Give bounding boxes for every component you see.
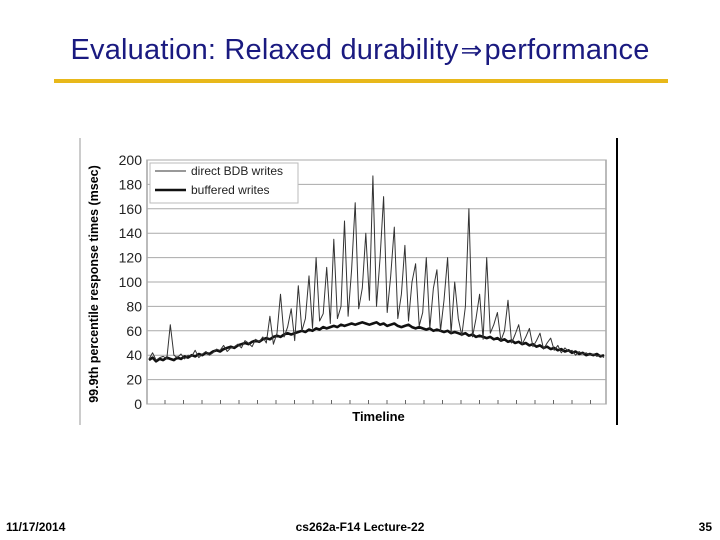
slide-title-text-end: performance — [484, 34, 650, 66]
y-tick-label: 100 — [119, 274, 143, 290]
y-tick-label: 60 — [126, 323, 142, 339]
footer-course: cs262a-F14 Lecture-22 — [295, 520, 425, 534]
title-underline — [54, 79, 668, 83]
y-tick-label: 80 — [126, 298, 142, 314]
series-line-direct-bdb-writes — [148, 175, 605, 361]
slide-title: Evaluation: Relaxed durability⇒performan… — [0, 34, 720, 67]
legend-label: buffered writes — [191, 183, 270, 197]
x-axis-label: Timeline — [352, 409, 405, 424]
y-tick-label: 200 — [119, 152, 143, 168]
y-tick-label: 160 — [119, 201, 143, 217]
legend-box — [149, 162, 299, 204]
y-tick-label: 20 — [126, 372, 142, 388]
y-tick-label: 120 — [119, 250, 143, 266]
y-tick-label: 180 — [119, 176, 143, 192]
y-axis-label: 99.9th percentile response times (msec) — [87, 165, 101, 403]
series-line-buffered-writes — [148, 320, 605, 363]
footer-page-number: 35 — [698, 520, 712, 534]
y-tick-label: 40 — [126, 347, 142, 363]
y-tick-label: 140 — [119, 225, 143, 241]
slide-title-text: Evaluation: Relaxed durability — [70, 34, 459, 66]
chart-legend: direct BDB writes buffered writes — [149, 162, 299, 204]
y-axis-ticks: 0 20 40 60 80 100 120 140 160 180 200 — [119, 152, 143, 412]
chart-series — [148, 175, 605, 363]
footer-date: 11/17/2014 — [6, 520, 66, 534]
legend-label: direct BDB writes — [191, 164, 283, 178]
x-axis-ticks — [164, 400, 591, 404]
implies-arrow-icon: ⇒ — [460, 35, 483, 65]
y-tick-label: 0 — [134, 396, 142, 412]
